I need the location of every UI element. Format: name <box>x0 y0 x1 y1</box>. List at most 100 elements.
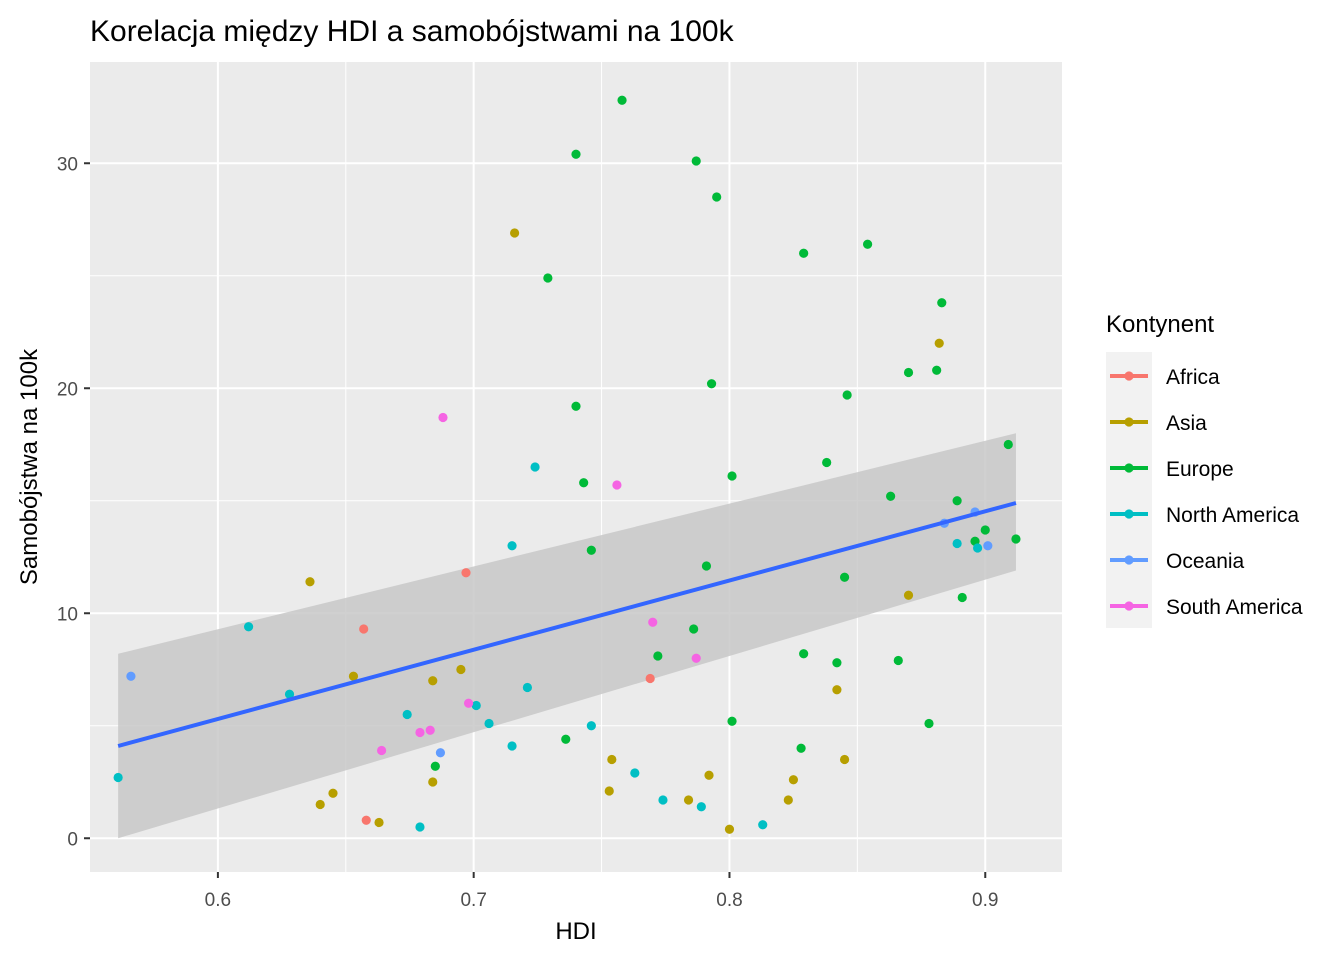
x-tick-label: 0.6 <box>205 890 231 911</box>
data-point <box>612 480 622 490</box>
legend-label: Africa <box>1166 366 1220 389</box>
chart-title: Korelacja między HDI a samobójstwami na … <box>90 15 735 48</box>
data-point <box>924 718 934 729</box>
data-point <box>484 718 494 729</box>
data-point <box>886 491 896 501</box>
legend: Kontynent Africa Asia Europe North America O… <box>1106 311 1303 628</box>
data-point <box>832 658 842 668</box>
x-axis-title: HDI <box>555 918 596 945</box>
data-point <box>510 228 520 238</box>
data-point <box>604 786 614 796</box>
data-point <box>430 761 440 771</box>
data-point <box>579 478 589 488</box>
data-point <box>799 248 809 258</box>
data-point <box>415 822 425 832</box>
legend-key-point <box>1124 463 1134 473</box>
data-point <box>348 671 359 681</box>
x-tick-label: 0.9 <box>972 890 998 911</box>
trend-line-layer <box>117 501 1017 748</box>
data-points <box>113 95 1021 834</box>
legend-key-background <box>1106 352 1152 628</box>
data-point <box>561 734 571 744</box>
data-point <box>461 568 471 578</box>
y-tick-label: 20 <box>57 379 78 400</box>
y-tick-label: 10 <box>57 604 78 625</box>
data-point <box>530 462 540 472</box>
data-point <box>607 754 617 765</box>
data-point <box>402 709 412 720</box>
data-point <box>471 700 481 711</box>
data-point <box>937 298 947 308</box>
legend-label: North America <box>1166 504 1299 527</box>
data-point <box>983 541 993 551</box>
data-point <box>571 149 581 159</box>
data-point <box>617 95 627 105</box>
data-point <box>839 754 850 765</box>
data-point <box>456 664 466 675</box>
y-axis-title: Samobójstwa na 100k <box>16 348 43 585</box>
data-point <box>415 727 425 738</box>
data-point <box>658 795 668 805</box>
data-point <box>653 651 663 661</box>
data-point <box>832 685 842 695</box>
data-point <box>328 788 338 798</box>
data-point <box>463 698 474 708</box>
data-point <box>428 676 438 686</box>
data-point <box>863 239 873 249</box>
data-point <box>712 192 722 202</box>
data-point <box>1003 439 1013 450</box>
data-point <box>972 543 983 553</box>
x-tick-label: 0.7 <box>460 890 486 911</box>
legend-key-point <box>1124 509 1134 519</box>
data-point <box>758 820 768 830</box>
legend-label: Asia <box>1166 412 1207 435</box>
data-point <box>507 541 517 551</box>
y-tick-label: 30 <box>57 154 78 175</box>
data-point <box>377 745 387 756</box>
data-point <box>701 561 712 571</box>
data-point <box>934 338 944 348</box>
data-point <box>374 817 384 828</box>
legend-label: Oceania <box>1166 550 1245 573</box>
data-point <box>788 775 799 785</box>
data-point <box>315 799 325 810</box>
data-point <box>645 673 655 684</box>
data-point <box>822 457 832 468</box>
data-point <box>952 538 962 549</box>
data-point <box>425 725 435 735</box>
y-tick-label: 0 <box>67 829 78 850</box>
data-point <box>691 156 701 166</box>
data-point <box>361 815 371 825</box>
legend-key-point <box>1124 555 1134 565</box>
data-point <box>586 545 596 555</box>
data-point <box>932 365 942 375</box>
data-point <box>243 622 254 632</box>
legend-label: South America <box>1166 596 1303 619</box>
data-point <box>683 795 694 805</box>
data-point <box>586 721 596 731</box>
data-point <box>842 390 852 400</box>
data-point <box>799 649 809 659</box>
data-point <box>689 624 699 634</box>
legend-title: Kontynent <box>1106 311 1214 338</box>
data-point <box>706 379 717 389</box>
data-point <box>691 653 701 663</box>
data-point <box>305 577 315 587</box>
data-point <box>980 525 990 535</box>
legend-key-point <box>1124 371 1134 381</box>
data-point <box>543 273 553 283</box>
data-point <box>727 716 737 726</box>
legend-label: Europe <box>1166 458 1234 481</box>
data-point <box>648 617 658 627</box>
x-axis-ticks: 0.6 0.7 0.8 0.9 <box>205 872 998 911</box>
data-point <box>903 367 914 378</box>
legend-key-point <box>1124 601 1134 611</box>
data-point <box>704 770 714 780</box>
data-point <box>796 743 806 753</box>
legend-key-point <box>1124 417 1134 427</box>
data-point <box>724 824 735 834</box>
data-point <box>359 624 369 634</box>
data-point <box>727 471 737 481</box>
data-point <box>126 671 136 681</box>
